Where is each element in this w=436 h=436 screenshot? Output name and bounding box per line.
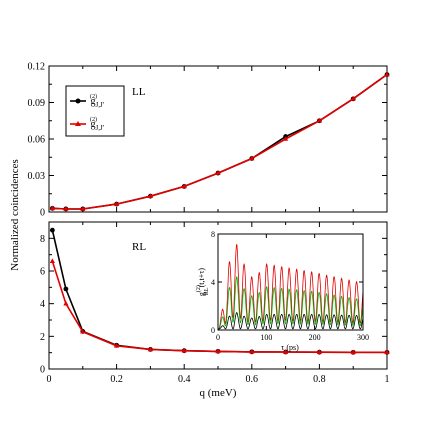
x-tick-label: 0.2	[110, 374, 123, 385]
y-tick-label: 0.12	[28, 62, 46, 73]
inset-x-tick-label: 0	[216, 333, 220, 342]
data-point-red	[80, 328, 86, 334]
inset-curve-black	[218, 312, 364, 330]
data-point-red	[181, 347, 187, 353]
data-point-red	[283, 349, 289, 354]
data-point-red	[63, 206, 69, 211]
x-tick-label: 0.6	[246, 374, 259, 385]
data-point-red	[114, 343, 120, 348]
inset-y-tail: (t,t+τ)	[197, 268, 206, 288]
panel-rl: RL q (meV) 0 0.2 0.4 0.6 0.8 1 0 2 4 6 8	[40, 221, 390, 399]
data-point-black	[63, 286, 69, 292]
inset-x-tick-label: 100	[260, 333, 272, 342]
y-tick-label: 0.06	[28, 135, 46, 146]
data-point-red	[147, 193, 153, 198]
inset: τ (ps) g(2) RL(t,t+τ) 0 100 200 300 0 4 8	[195, 230, 369, 352]
legend: gJ,J'(2) gJ,J'(2)	[65, 85, 125, 137]
legend-red-marker	[75, 121, 81, 126]
x-tick-label: 1	[385, 374, 390, 385]
data-point-red	[316, 117, 322, 123]
panel-ll-label: LL	[132, 86, 146, 98]
inset-y-tick-label: 4	[211, 278, 215, 287]
data-point-red	[316, 349, 322, 354]
inset-y-tick-label: 0	[211, 326, 215, 335]
legend-red-sub: J,J'	[96, 124, 104, 132]
inset-curve-red	[217, 244, 364, 331]
y-tick-label: 0.09	[28, 98, 46, 109]
data-point-red	[350, 96, 356, 101]
data-point-red	[249, 155, 255, 161]
legend-box	[65, 85, 125, 137]
legend-black-sup: (2)	[90, 93, 97, 100]
legend-black-sub: J,J'	[96, 101, 104, 109]
data-point-red	[215, 348, 221, 354]
y-tick-label: 0.03	[28, 171, 46, 182]
x-tick-label: 0	[47, 374, 52, 385]
data-point-red	[384, 349, 390, 355]
x-axis-title: q (meV)	[200, 387, 237, 399]
series-line-red	[51, 260, 387, 354]
inset-y-axis-title: g(2) RL(t,t+τ)	[195, 268, 210, 297]
y-tick-label: 2	[40, 332, 45, 343]
inset-frame-top	[217, 233, 364, 331]
y-tick-label: 0	[40, 208, 45, 219]
inset-curve-green	[217, 276, 364, 331]
legend-red-sup: (2)	[90, 116, 97, 123]
data-point-red	[215, 170, 221, 175]
data-point-red	[350, 349, 356, 355]
data-point-black	[49, 227, 55, 233]
legend-red-main: g	[91, 119, 96, 130]
data-point-red	[63, 300, 69, 306]
inset-curves	[217, 244, 364, 331]
data-point-red	[249, 349, 255, 354]
legend-red-label: gJ,J'(2)	[90, 116, 104, 132]
data-point-red	[49, 205, 55, 211]
inset-x-tick-label: 300	[357, 333, 369, 342]
series-line-red	[52, 73, 388, 210]
data-point-red	[384, 71, 390, 77]
inset-x-tick-label: 200	[309, 333, 321, 342]
data-point-red	[49, 258, 55, 263]
y-axis-title: Normalized coincidences	[9, 159, 21, 270]
legend-entry-black: gJ,J'(2)	[70, 93, 104, 109]
legend-black-label: gJ,J'(2)	[90, 93, 104, 109]
legend-black-marker	[75, 98, 81, 104]
data-point-red	[181, 183, 187, 189]
inset-y-main: g	[197, 292, 206, 296]
inset-y-sup: (2)	[195, 285, 202, 292]
inset-y-tick-label: 8	[211, 230, 215, 239]
data-point-red	[80, 206, 86, 211]
panel-ll: LL gJ,J'(2) gJ,J'(2) 00.030.060.090.12	[28, 62, 390, 219]
data-point-red	[114, 201, 120, 206]
panel-rl-label: RL	[132, 241, 146, 253]
y-tick-label: 6	[40, 267, 45, 278]
data-point-red	[283, 136, 289, 141]
x-tick-label: 0.8	[313, 374, 326, 385]
x-tick-label: 0.4	[178, 374, 191, 385]
y-tick-label: 8	[40, 234, 45, 245]
inset-x-axis-title: τ (ps)	[281, 343, 299, 352]
inset-y-sub: RL	[204, 287, 210, 295]
data-point-red	[147, 346, 153, 352]
y-tick-label: 4	[40, 299, 45, 310]
y-tick-label: 0	[40, 365, 45, 376]
legend-entry-red: gJ,J'(2)	[70, 116, 104, 132]
legend-black-main: g	[91, 96, 96, 107]
